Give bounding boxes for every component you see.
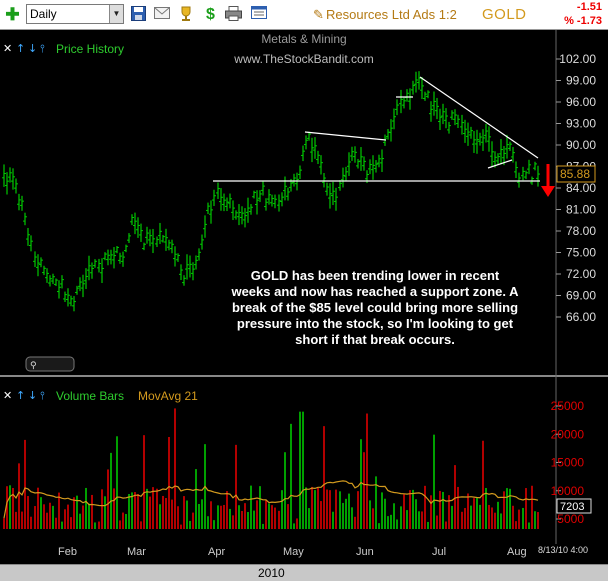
close-icon[interactable]: ✕ [3,42,12,55]
last-ma-value: 7203 [560,501,584,513]
chevron-down-icon[interactable]: ▼ [109,5,123,23]
zoom-icon[interactable]: ⚲ [30,361,37,371]
price-axis: 102.0099.0096.0093.0090.0087.0084.0081.0… [556,52,596,324]
price-tick-label: 66.00 [566,310,596,324]
last-bar-timestamp: 8/13/10 4:00 [538,545,589,555]
change-absolute: -1.51 [576,1,602,13]
interval-select[interactable]: Daily ▼ [26,4,124,24]
price-tick-label: 96.00 [566,95,596,109]
volume-bars [3,408,539,529]
price-tick-label: 84.00 [566,181,596,195]
arrow-up-icon[interactable]: ↑ [16,42,25,55]
price-tick-label: 99.00 [566,74,596,88]
date-axis: Feb Mar Apr May Jun Jul Aug [0,544,608,564]
pin-icon[interactable]: ⫯ [40,389,45,402]
arrow-down-icon[interactable]: ↓ [28,389,37,402]
pin-icon[interactable]: ⫯ [40,42,45,55]
print-icon[interactable] [225,6,242,23]
last-price: 85.88 [560,167,590,181]
price-bars [2,71,540,312]
price-tick-label: 69.00 [566,289,596,303]
price-tick-label: 90.00 [566,138,596,152]
trophy-icon[interactable] [177,6,194,23]
trendlines[interactable] [213,76,540,182]
arrow-down-icon[interactable]: ↓ [28,42,37,55]
down-arrow-icon [541,164,555,197]
volume-tick-label: 20000 [551,427,585,441]
price-panel [0,30,556,374]
pencil-icon[interactable]: ✎ [313,7,324,22]
chart-annotation: GOLD has been trending lower in recent w… [231,268,519,347]
month-label: Jun [356,546,374,558]
change-percent: % -1.73 [564,15,602,27]
list-icon[interactable] [250,6,267,23]
price-panel-controls[interactable]: ✕ ↑ ↓ ⫯ [3,42,45,55]
volume-moving-average [3,480,539,519]
add-icon[interactable]: ✚ [5,5,20,24]
month-label: Aug [507,546,527,558]
interval-value: Daily [30,7,57,21]
arrow-up-icon[interactable]: ↑ [16,389,25,402]
chart-toolbar: ✚ Daily ▼ $ ✎ Resources Ltd Ads 1:2 GOLD… [0,0,608,30]
price-tick-label: 93.00 [566,117,596,131]
watermark-sector: Metals & Mining [261,32,346,46]
close-icon[interactable]: ✕ [3,389,12,402]
year-label: 2010 [258,566,285,580]
month-label: Mar [127,546,146,558]
price-tick-label: 81.00 [566,203,596,217]
email-icon[interactable] [153,6,170,23]
volume-axis: 25000 20000 15000 10000 5000 [551,399,585,526]
downtrend-line[interactable] [419,76,539,159]
ma-label: MovAvg 21 [138,389,198,403]
price-tick-label: 102.00 [559,52,596,66]
dollar-icon[interactable]: $ [206,6,215,23]
volume-panel-controls[interactable]: ✕ ↑ ↓ ⫯ [3,389,45,402]
resistance-line-may[interactable] [304,131,387,141]
month-label: Apr [208,546,226,558]
month-label: Jul [432,546,447,558]
save-icon[interactable] [130,6,147,23]
symbol-description: Resources Ltd Ads 1:2 [326,7,457,22]
chart-canvas[interactable]: ✕ ↑ ↓ ⫯ Price History Metals & Mining ww… [0,30,608,544]
date-scrollbar[interactable]: 2010 [0,564,608,581]
price-tick-label: 75.00 [566,246,596,260]
price-panel-label: Price History [56,42,124,56]
last-price-badge [556,165,596,183]
volume-tick-label: 25000 [551,399,585,413]
volume-tick-label: 15000 [551,456,585,470]
symbol-ticker[interactable]: GOLD [482,6,527,23]
zoom-widget[interactable] [25,356,75,372]
flag-line[interactable] [487,159,513,169]
volume-tick-label: 10000 [551,484,585,498]
price-tick-label: 72.00 [566,267,596,281]
last-ma-badge [556,498,592,514]
month-label: May [283,546,304,558]
price-tick-label: 78.00 [566,224,596,238]
watermark-site: www.TheStockBandit.com [233,52,373,66]
volume-panel-label: Volume Bars [56,389,124,403]
month-label: Feb [58,546,77,558]
volume-tick-label: 5000 [557,512,584,526]
